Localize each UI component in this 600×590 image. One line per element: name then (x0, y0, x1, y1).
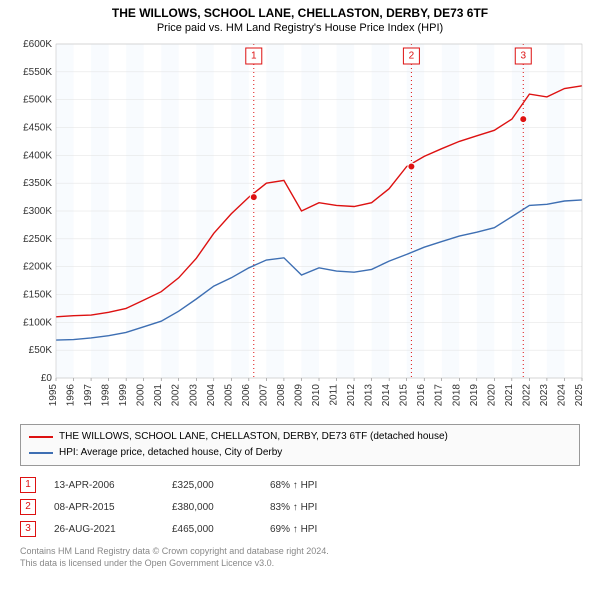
svg-text:2009: 2009 (293, 384, 304, 407)
transaction-date: 26-AUG-2021 (54, 524, 154, 535)
footnote-line: This data is licensed under the Open Gov… (20, 558, 580, 570)
transaction-pct: 69% ↑ HPI (270, 524, 340, 535)
transaction-row: 2 08-APR-2015 £380,000 83% ↑ HPI (20, 496, 580, 518)
transaction-price: £380,000 (172, 502, 252, 513)
svg-text:2021: 2021 (504, 384, 515, 407)
svg-text:2024: 2024 (556, 384, 567, 407)
svg-text:2020: 2020 (486, 384, 497, 407)
svg-text:£100K: £100K (23, 317, 52, 328)
legend-label-hpi: HPI: Average price, detached house, City… (59, 445, 282, 461)
svg-text:£550K: £550K (23, 67, 52, 78)
svg-text:2013: 2013 (364, 384, 375, 407)
svg-text:2: 2 (409, 51, 415, 62)
svg-text:£200K: £200K (23, 262, 52, 273)
svg-text:2017: 2017 (434, 384, 445, 407)
svg-text:2016: 2016 (416, 384, 427, 407)
svg-text:£350K: £350K (23, 178, 52, 189)
svg-text:£50K: £50K (29, 345, 53, 356)
svg-text:2007: 2007 (258, 384, 269, 407)
legend-label-property: THE WILLOWS, SCHOOL LANE, CHELLASTON, DE… (59, 429, 448, 445)
svg-text:1: 1 (251, 51, 257, 62)
transaction-date: 13-APR-2006 (54, 480, 154, 491)
svg-text:1996: 1996 (66, 384, 77, 407)
transaction-price: £465,000 (172, 524, 252, 535)
transaction-pct: 83% ↑ HPI (270, 502, 340, 513)
svg-text:1998: 1998 (101, 384, 112, 407)
transaction-marker-icon: 2 (20, 499, 36, 515)
legend-swatch-property (29, 436, 53, 438)
svg-text:2003: 2003 (188, 384, 199, 407)
transaction-pct: 68% ↑ HPI (270, 480, 340, 491)
transaction-marker-icon: 1 (20, 477, 36, 493)
legend-swatch-hpi (29, 452, 53, 454)
svg-text:£500K: £500K (23, 95, 52, 106)
transaction-row: 3 26-AUG-2021 £465,000 69% ↑ HPI (20, 518, 580, 540)
svg-text:£300K: £300K (23, 206, 52, 217)
footnote-line: Contains HM Land Registry data © Crown c… (20, 546, 580, 558)
chart-title: THE WILLOWS, SCHOOL LANE, CHELLASTON, DE… (0, 0, 600, 20)
svg-text:2000: 2000 (136, 384, 147, 407)
svg-text:£0: £0 (41, 373, 53, 384)
svg-text:1995: 1995 (48, 384, 59, 407)
svg-text:2002: 2002 (171, 384, 182, 407)
svg-text:1999: 1999 (118, 384, 129, 407)
svg-text:2006: 2006 (241, 384, 252, 407)
svg-text:£400K: £400K (23, 150, 52, 161)
transaction-row: 1 13-APR-2006 £325,000 68% ↑ HPI (20, 474, 580, 496)
chart-svg: £0 £50K £100K £150K £200K £250K £300K £350K £400… (10, 38, 590, 418)
svg-text:£450K: £450K (23, 123, 52, 134)
legend-item-hpi: HPI: Average price, detached house, City… (29, 445, 571, 461)
transaction-marker-icon: 3 (20, 521, 36, 537)
transaction-date: 08-APR-2015 (54, 502, 154, 513)
svg-text:2015: 2015 (399, 384, 410, 407)
chart-subtitle: Price paid vs. HM Land Registry's House … (0, 20, 600, 38)
svg-text:£250K: £250K (23, 234, 52, 245)
chart-container: THE WILLOWS, SCHOOL LANE, CHELLASTON, DE… (0, 0, 600, 590)
svg-text:2025: 2025 (574, 384, 585, 407)
legend-item-property: THE WILLOWS, SCHOOL LANE, CHELLASTON, DE… (29, 429, 571, 445)
svg-text:2004: 2004 (206, 384, 217, 407)
svg-text:2001: 2001 (153, 384, 164, 407)
legend: THE WILLOWS, SCHOOL LANE, CHELLASTON, DE… (20, 424, 580, 466)
svg-text:2010: 2010 (311, 384, 322, 407)
svg-text:2022: 2022 (521, 384, 532, 407)
svg-text:3: 3 (520, 51, 526, 62)
svg-text:£600K: £600K (23, 39, 52, 50)
svg-text:2008: 2008 (276, 384, 287, 407)
svg-text:2018: 2018 (451, 384, 462, 407)
svg-text:2011: 2011 (329, 384, 340, 406)
svg-text:£150K: £150K (23, 290, 52, 301)
svg-text:2005: 2005 (223, 384, 234, 407)
svg-text:2023: 2023 (539, 384, 550, 407)
chart-plot-area: £0 £50K £100K £150K £200K £250K £300K £350K £400… (10, 38, 590, 418)
footnote: Contains HM Land Registry data © Crown c… (20, 546, 580, 569)
transaction-price: £325,000 (172, 480, 252, 491)
transaction-table: 1 13-APR-2006 £325,000 68% ↑ HPI 2 08-AP… (20, 474, 580, 540)
svg-text:2012: 2012 (346, 384, 357, 407)
svg-text:1997: 1997 (83, 384, 94, 407)
svg-text:2014: 2014 (381, 384, 392, 407)
svg-text:2019: 2019 (469, 384, 480, 407)
